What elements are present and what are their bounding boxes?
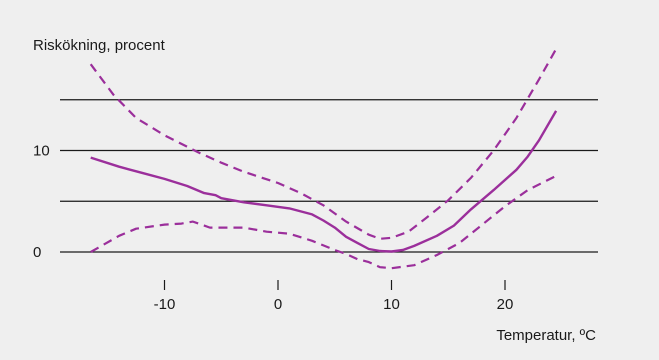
x-tick-label: 0 — [274, 296, 282, 313]
confidence-line-1 — [89, 48, 558, 240]
y-tick-label: 0 — [33, 244, 41, 261]
gridlines — [60, 99, 598, 253]
risk-line-0 — [90, 110, 558, 253]
x-tick-label: -10 — [154, 296, 176, 313]
confidence-line-2 — [90, 174, 557, 270]
y-axis-label: Riskökning, procent — [33, 37, 166, 54]
x-tick-label: 10 — [383, 296, 400, 313]
axis-ticks: 0 10 -10 0 10 20 — [33, 143, 513, 314]
x-axis-label: Temperatur, ºC — [496, 327, 596, 344]
y-tick-label: 10 — [33, 143, 50, 160]
series-lines — [89, 48, 558, 270]
x-tick-label: 20 — [497, 296, 514, 313]
